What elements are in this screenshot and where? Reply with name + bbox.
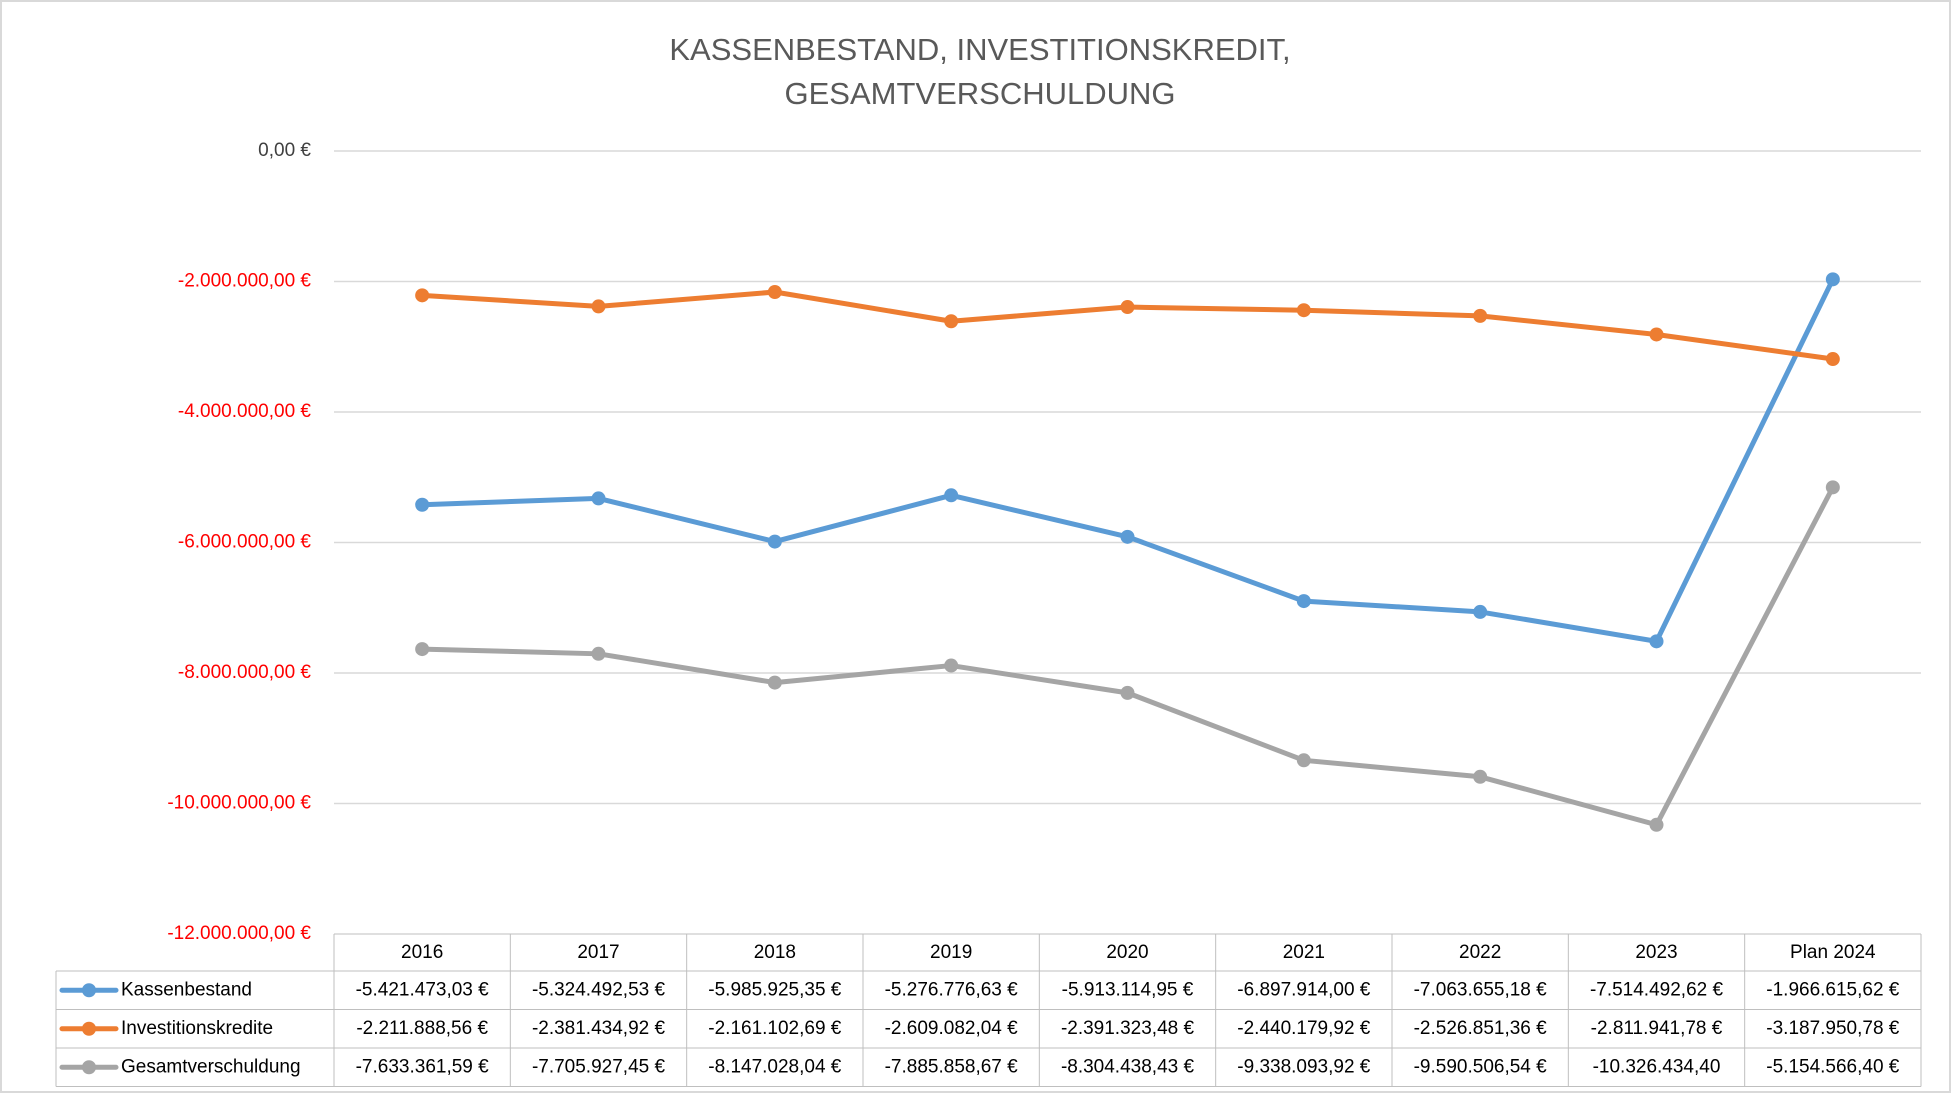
y-tick-label: -2.000.000,00 € [178,271,312,292]
point [1120,685,1135,700]
y-tick-label: -8.000.000,00 € [178,662,312,683]
x-tick-label: 2022 [1459,942,1501,963]
y-tick-label: 0,00 € [258,140,311,161]
point [591,491,606,506]
point [1649,327,1664,342]
x-tick-label: 2021 [1283,942,1325,963]
table-value: -8.304.438,43 € [1061,1056,1195,1077]
y-tick-label: -12.000.000,00 € [167,923,311,944]
point [1296,753,1311,768]
point [1649,817,1664,832]
table-value: -3.187.950,78 € [1766,1018,1900,1039]
x-tick-label: 2018 [754,942,796,963]
table-value: -2.211.888,56 € [356,1018,488,1039]
legend-swatch [82,1060,96,1075]
point [1825,480,1840,495]
table-value: -5.421.473,03 € [356,979,490,1000]
table-value: -7.063.655,18 € [1414,979,1548,1000]
point [591,646,606,661]
table-value: -7.514.492,62 € [1590,979,1724,1000]
table-value: -2.609.082,04 € [885,1018,1019,1039]
chart-title: GESAMTVERSCHULDUNG [785,76,1176,111]
x-tick-label: Plan 2024 [1790,942,1876,963]
table-value: -7.633.361,59 € [356,1056,490,1077]
legend-label: Gesamtverschuldung [121,1056,301,1077]
x-tick-label: 2016 [401,942,443,963]
table-value: -8.147.028,04 € [708,1056,842,1077]
point [1825,352,1840,367]
table-value: -9.590.506,54 € [1414,1056,1548,1077]
legend-label: Kassenbestand [121,979,252,1000]
y-tick-label: -4.000.000,00 € [178,401,312,422]
table-value: -2.391.323,48 € [1061,1018,1195,1039]
y-tick-label: -10.000.000,00 € [167,793,311,814]
table-value: -5.913.114,95 € [1062,979,1194,1000]
point [1296,594,1311,609]
table-value: -10.326.434,40 [1593,1056,1721,1077]
table-value: -2.526.851,36 € [1414,1018,1548,1039]
x-tick-label: 2017 [577,942,619,963]
point [415,642,430,657]
table-value: -2.811.941,78 € [1591,1018,1723,1039]
point [1120,529,1135,544]
table-value: -6.897.914,00 € [1237,979,1371,1000]
chart-title: KASSENBESTAND, INVESTITIONSKREDIT, [669,32,1290,67]
point [591,299,606,314]
x-tick-label: 2020 [1106,942,1148,963]
table-value: -5.324.492,53 € [532,979,666,1000]
point [1649,634,1664,649]
x-tick-label: 2019 [930,942,972,963]
table-value: -7.885.858,67 € [885,1056,1019,1077]
table-value: -2.440.179,92 € [1237,1018,1371,1039]
y-tick-label: -6.000.000,00 € [178,532,312,553]
table-value: -2.381.434,92 € [532,1018,666,1039]
point [415,497,430,512]
table-value: -5.276.776,63 € [885,979,1019,1000]
point [1473,604,1488,619]
x-tick-label: 2023 [1635,942,1677,963]
legend-swatch [82,1021,96,1036]
point [1473,769,1488,784]
point [1825,272,1840,287]
legend-label: Investitionskredite [121,1018,273,1039]
point [767,285,782,300]
point [944,658,959,673]
point [767,534,782,549]
point [1296,303,1311,318]
table-value: -5.985.925,35 € [708,979,842,1000]
table-value: -9.338.093,92 € [1237,1056,1371,1077]
table-value: -7.705.927,45 € [532,1056,666,1077]
table-value: -1.966.615,62 € [1766,979,1900,1000]
point [1120,300,1135,315]
table-value: -5.154.566,40 € [1766,1056,1900,1077]
point [944,488,959,503]
point [1473,308,1488,323]
point [415,288,430,303]
table-value: -2.161.102,69 € [708,1018,842,1039]
point [767,675,782,690]
legend-swatch [82,983,96,998]
point [944,314,959,329]
